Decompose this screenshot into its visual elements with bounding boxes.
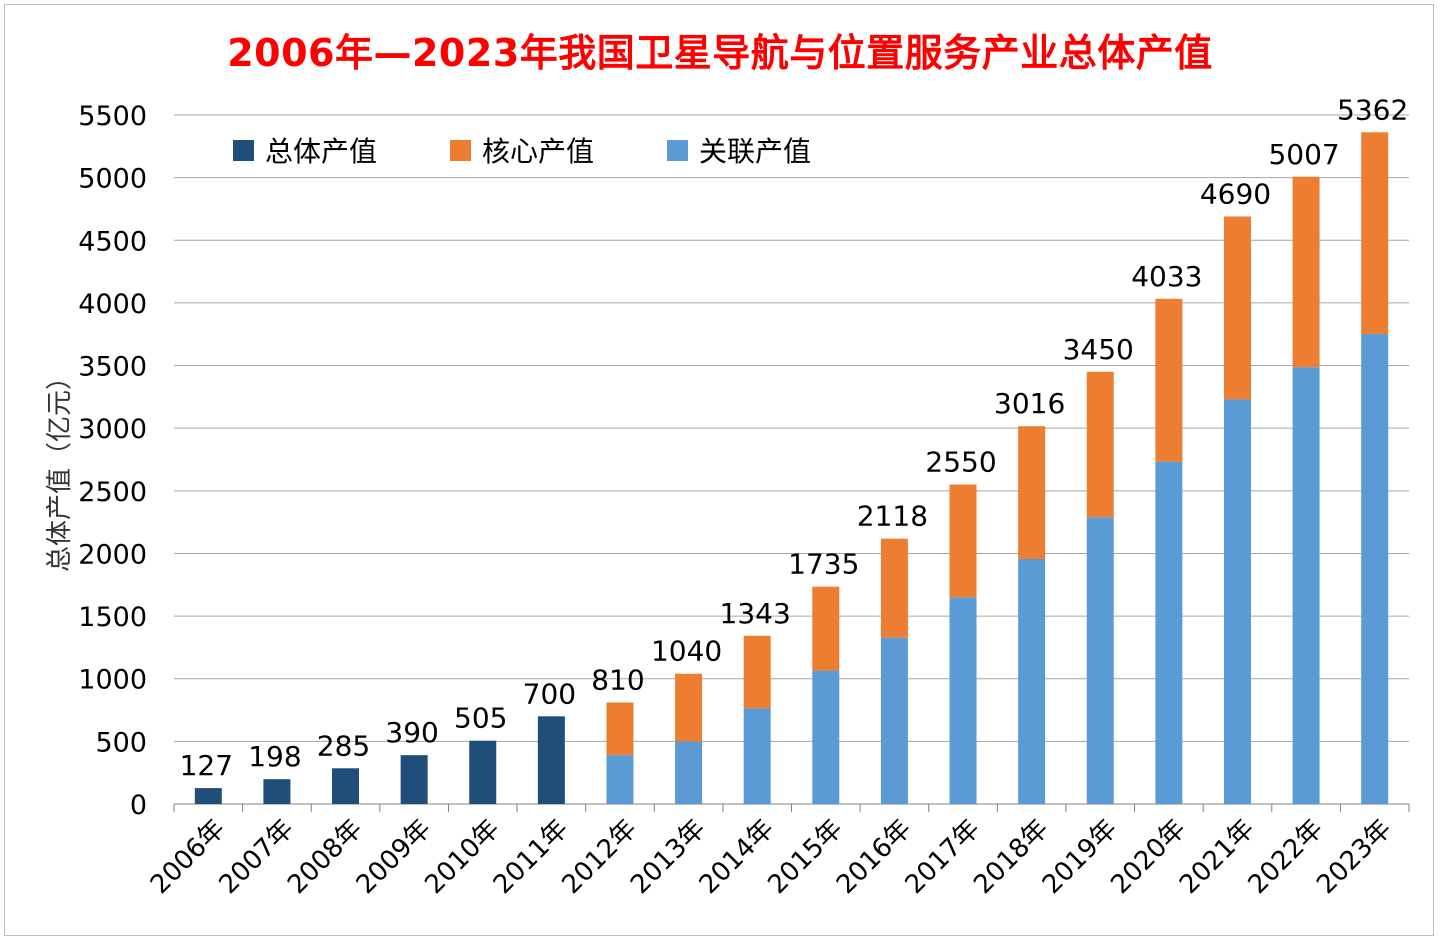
y-tick-label: 3500: [78, 352, 147, 383]
legend: 总体产值 核心产值 关联产值: [233, 135, 811, 168]
y-tick-label: 3000: [78, 414, 147, 445]
x-tick-label: 2006年: [145, 814, 231, 900]
x-axis-ticks: 2006年2007年2008年2009年2010年2011年2012年2013年…: [145, 814, 1398, 900]
bar-associated-2012年: [606, 755, 634, 804]
data-label: 1735: [788, 548, 859, 581]
bar-total-2010年: [469, 740, 497, 804]
bar-core-2021年: [1223, 216, 1251, 400]
data-label: 4690: [1200, 177, 1271, 210]
bar-total-2009年: [400, 755, 428, 804]
bar-core-2017年: [949, 484, 977, 598]
bar-core-2015年: [812, 586, 840, 671]
x-tick-label: 2013年: [625, 814, 711, 900]
y-tick-label: 500: [95, 727, 147, 758]
data-label: 1040: [651, 635, 722, 668]
legend-swatch: [233, 140, 254, 161]
bar-associated-2020年: [1155, 461, 1183, 804]
bar-core-2019年: [1086, 371, 1114, 518]
data-label: 2118: [857, 500, 928, 533]
y-tick-label: 1500: [78, 602, 147, 633]
y-tick-label: 1000: [78, 665, 147, 696]
x-tick-label: 2017年: [900, 814, 986, 900]
x-tick-label: 2023年: [1311, 814, 1397, 900]
legend-label: 核心产值: [482, 135, 594, 168]
y-tick-label: 5000: [78, 164, 147, 195]
x-tick-label: 2011年: [488, 814, 574, 900]
bar-core-2012年: [606, 702, 634, 756]
bar-total-2007年: [263, 779, 291, 804]
legend-label: 关联产值: [699, 135, 811, 168]
y-tick-label: 2000: [78, 539, 147, 570]
bar-total-2006年: [194, 788, 222, 804]
bar-associated-2014年: [743, 708, 771, 804]
data-label: 127: [180, 749, 233, 782]
data-label: 1343: [720, 597, 791, 630]
x-tick-label: 2014年: [694, 814, 780, 900]
x-tick-label: 2016年: [831, 814, 917, 900]
y-axis-label: 总体产值（亿元）: [45, 364, 75, 572]
bar-associated-2017年: [949, 597, 977, 804]
data-label: 390: [385, 716, 438, 749]
legend-label: 总体产值: [265, 135, 377, 168]
data-label: 3450: [1063, 333, 1134, 366]
x-tick-label: 2012年: [557, 814, 643, 900]
x-tick-label: 2020年: [1105, 814, 1191, 900]
legend-swatch: [667, 140, 688, 161]
y-tick-label: 4500: [78, 226, 147, 257]
x-tick-label: 2007年: [213, 814, 299, 900]
bar-associated-2019年: [1086, 517, 1114, 804]
bar-associated-2013年: [675, 741, 703, 804]
data-label: 285: [317, 729, 370, 762]
y-tick-label: 2500: [78, 477, 147, 508]
data-label: 5007: [1268, 138, 1339, 171]
data-label: 5362: [1337, 93, 1408, 126]
bars: [194, 132, 1389, 804]
bar-core-2020年: [1155, 298, 1183, 462]
x-tick-label: 2022年: [1243, 814, 1329, 900]
y-tick-label: 0: [130, 790, 147, 821]
data-label: 505: [454, 702, 507, 735]
legend-swatch: [450, 140, 471, 161]
bar-core-2014年: [743, 635, 771, 709]
data-label: 4033: [1131, 260, 1202, 293]
bar-associated-2023年: [1361, 333, 1389, 804]
data-label: 3016: [994, 387, 1065, 420]
data-label: 2550: [925, 446, 996, 479]
bar-associated-2021年: [1223, 399, 1251, 804]
bar-associated-2016年: [880, 637, 908, 804]
bar-core-2013年: [675, 673, 703, 742]
bar-associated-2015年: [812, 670, 840, 804]
bar-total-2011年: [537, 716, 565, 804]
data-label: 810: [591, 664, 644, 697]
data-label: 198: [248, 740, 301, 773]
y-tick-label: 5500: [78, 101, 147, 132]
x-tick-label: 2009年: [351, 814, 437, 900]
chart-title: 2006年—2023年我国卫星导航与位置服务产业总体产值: [227, 31, 1213, 75]
bar-core-2018年: [1018, 426, 1046, 559]
bar-core-2023年: [1361, 132, 1389, 334]
x-tick-label: 2015年: [762, 814, 848, 900]
bar-core-2016年: [880, 538, 908, 638]
gridlines: [173, 114, 1410, 812]
bar-total-2008年: [332, 768, 360, 804]
x-tick-label: 2010年: [419, 814, 505, 900]
data-label: 700: [523, 677, 576, 710]
x-tick-label: 2021年: [1174, 814, 1260, 900]
x-tick-label: 2018年: [968, 814, 1054, 900]
y-axis-ticks: 0 500 1000 1500 2000 2500 3000 3500 4000 4500 5000…: [78, 101, 147, 821]
bar-associated-2018年: [1018, 558, 1046, 804]
y-tick-label: 4000: [78, 289, 147, 320]
bar-associated-2022年: [1292, 367, 1320, 804]
x-tick-label: 2019年: [1037, 814, 1123, 900]
bar-core-2022年: [1292, 176, 1320, 368]
x-tick-label: 2008年: [282, 814, 368, 900]
